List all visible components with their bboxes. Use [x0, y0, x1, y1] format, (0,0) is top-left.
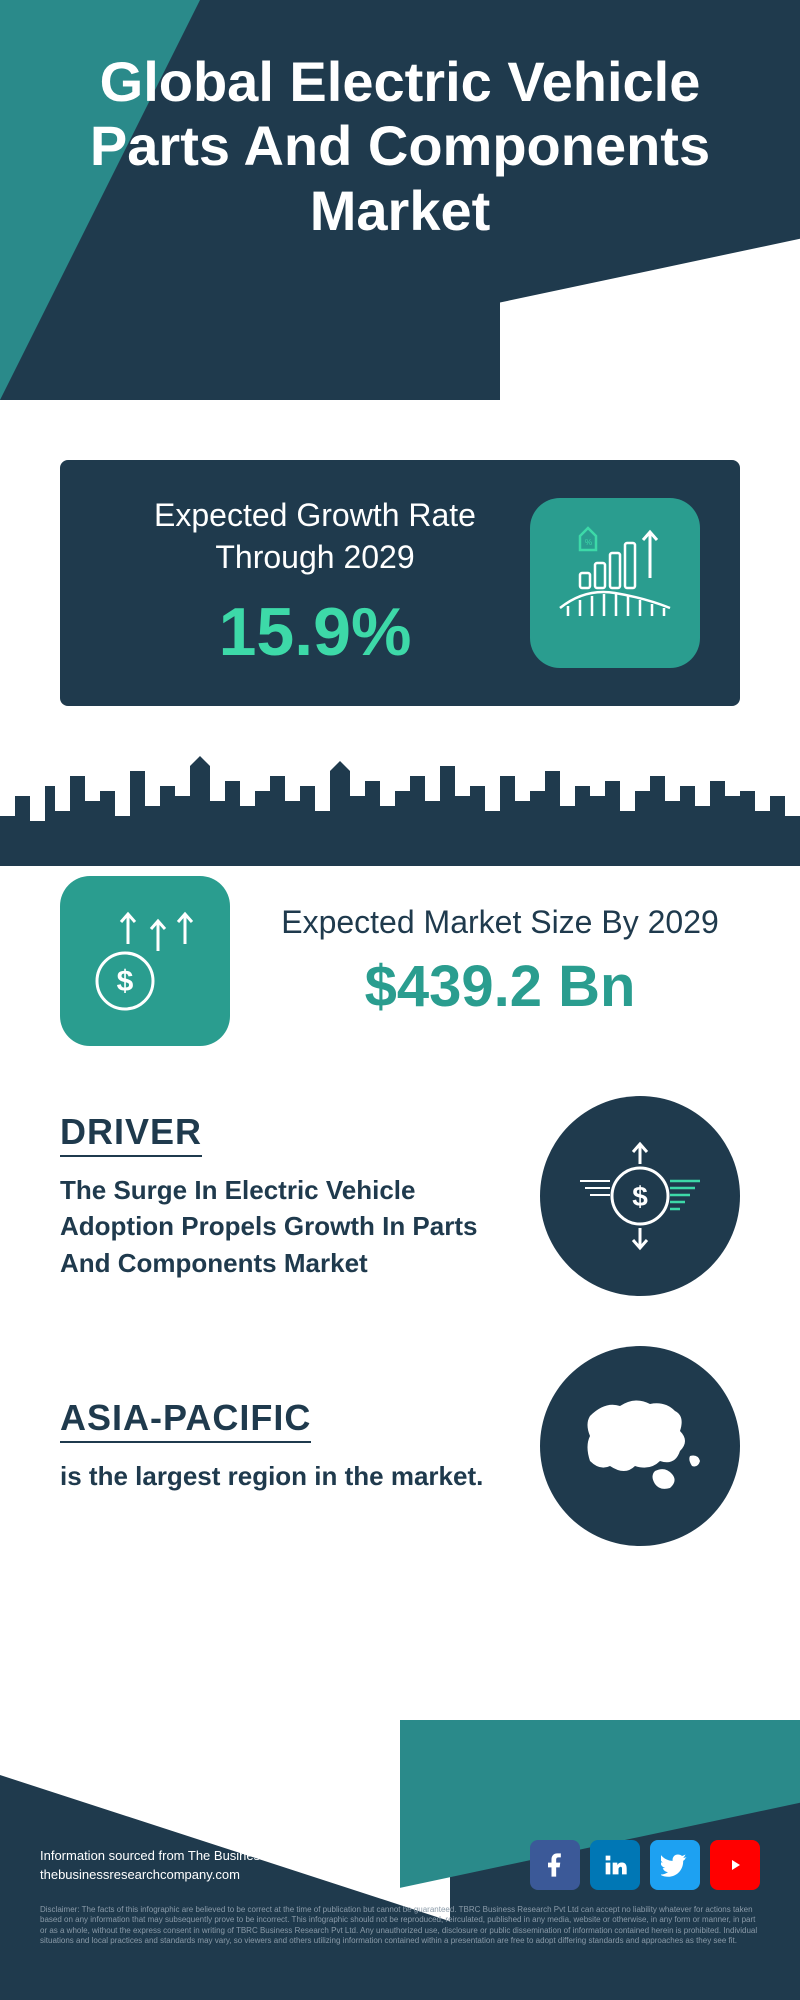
driver-heading: DRIVER	[60, 1111, 202, 1157]
footer-source-line: Information sourced from The Business Re…	[40, 1846, 385, 1866]
growth-chart-icon: %	[530, 498, 700, 668]
region-body: is the largest region in the market.	[60, 1458, 510, 1494]
growth-text-block: Expected Growth Rate Through 2029 15.9%	[100, 495, 530, 671]
skyline-silhouette	[0, 746, 800, 866]
region-globe-icon	[540, 1346, 740, 1546]
driver-text-block: DRIVER The Surge In Electric Vehicle Ado…	[60, 1111, 510, 1281]
svg-text:$: $	[632, 1181, 648, 1212]
market-dollar-icon: $	[60, 876, 230, 1046]
youtube-icon[interactable]	[710, 1840, 760, 1890]
footer-content: Information sourced from The Business Re…	[0, 1720, 800, 1890]
svg-text:$: $	[117, 965, 134, 998]
disclaimer-text: Disclaimer: The facts of this infographi…	[0, 1890, 800, 1947]
growth-rate-card: Expected Growth Rate Through 2029 15.9% …	[60, 460, 740, 706]
footer-section: Information sourced from The Business Re…	[0, 1720, 800, 2000]
header-section: Global Electric Vehicle Parts And Compon…	[0, 0, 800, 400]
market-text-block: Expected Market Size By 2029 $439.2 Bn	[260, 902, 740, 1021]
growth-label: Expected Growth Rate Through 2029	[100, 495, 530, 578]
market-size-section: $ Expected Market Size By 2029 $439.2 Bn	[60, 876, 740, 1046]
driver-section: DRIVER The Surge In Electric Vehicle Ado…	[60, 1096, 740, 1296]
twitter-icon[interactable]	[650, 1840, 700, 1890]
footer-url-line: thebusinessresearchcompany.com	[40, 1865, 385, 1885]
region-heading: ASIA-PACIFIC	[60, 1397, 311, 1443]
svg-text:%: %	[585, 538, 592, 547]
market-label: Expected Market Size By 2029	[260, 902, 740, 944]
region-section: ASIA-PACIFIC is the largest region in th…	[60, 1346, 740, 1546]
region-text-block: ASIA-PACIFIC is the largest region in th…	[60, 1397, 510, 1494]
linkedin-icon[interactable]	[590, 1840, 640, 1890]
footer-info: Information sourced from The Business Re…	[40, 1846, 385, 1885]
driver-transfer-icon: $	[540, 1096, 740, 1296]
driver-body: The Surge In Electric Vehicle Adoption P…	[60, 1172, 510, 1281]
main-title: Global Electric Vehicle Parts And Compon…	[0, 0, 800, 243]
growth-value: 15.9%	[100, 593, 530, 671]
social-icons-row	[530, 1840, 760, 1890]
facebook-icon[interactable]	[530, 1840, 580, 1890]
market-value: $439.2 Bn	[260, 953, 740, 1020]
